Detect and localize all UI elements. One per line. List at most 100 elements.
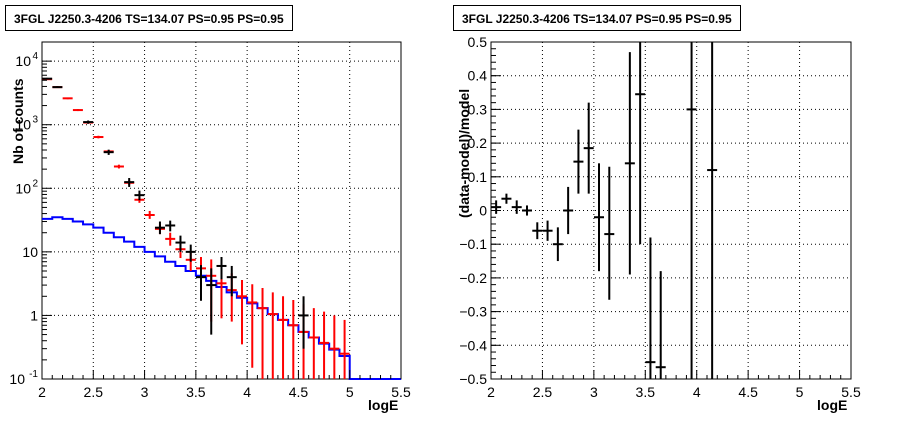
residual-y-tick-label: −0.2 bbox=[459, 270, 487, 286]
counts-y-tick-label-base: 10 bbox=[15, 53, 31, 69]
counts-y-tick-label-exp: 3 bbox=[32, 115, 38, 126]
residual-point bbox=[624, 52, 635, 275]
residual-points bbox=[491, 42, 718, 379]
residual-point bbox=[563, 186, 574, 235]
model-point bbox=[288, 299, 299, 379]
residual-point bbox=[491, 200, 502, 214]
residual-point bbox=[511, 200, 522, 214]
counts-x-tick-label: 2.5 bbox=[84, 384, 104, 400]
data-point bbox=[175, 235, 186, 252]
data-point bbox=[206, 268, 217, 335]
counts-y-tick-label: 10 bbox=[22, 244, 38, 260]
residual-y-tick-label: 0.5 bbox=[468, 34, 488, 50]
counts-y-tick-label: 10 -1 bbox=[9, 369, 38, 387]
data-point bbox=[195, 265, 206, 301]
model-point bbox=[267, 292, 278, 379]
model-point bbox=[93, 135, 104, 139]
residual-point bbox=[686, 42, 697, 379]
counts-y-tick-label: 10 4 bbox=[15, 51, 38, 69]
residual-x-tick-label: 3 bbox=[590, 384, 598, 400]
residual-point bbox=[635, 42, 646, 245]
model-point bbox=[144, 210, 155, 219]
residual-point bbox=[552, 227, 563, 262]
background-histogram bbox=[42, 216, 401, 380]
counts-y-tick-label-exp: 2 bbox=[32, 178, 38, 189]
residual-y-tick-label: 0.2 bbox=[468, 135, 488, 151]
residual-y-tick-label: −0.4 bbox=[459, 337, 487, 353]
counts-y-tick-label-base: 10 bbox=[9, 371, 25, 387]
data-point bbox=[124, 178, 135, 187]
model-point bbox=[308, 308, 319, 379]
residual-x-tick-label: 2 bbox=[487, 384, 495, 400]
residual-x-tick-label: 4.5 bbox=[738, 384, 758, 400]
data-points bbox=[42, 77, 309, 349]
residual-y-tick-label: 0 bbox=[479, 203, 487, 219]
counts-plot-title: 3FGL J2250.3-4206 TS=134.07 PS=0.95 PS=0… bbox=[5, 5, 293, 31]
residual-x-tick-label: 3.5 bbox=[636, 384, 656, 400]
counts-x-tick-label: 4.5 bbox=[289, 384, 309, 400]
model-point bbox=[319, 311, 330, 379]
model-point bbox=[72, 109, 83, 112]
data-point bbox=[103, 149, 114, 155]
counts-grid bbox=[42, 42, 401, 379]
data-point bbox=[298, 296, 309, 349]
counts-y-tick-label-exp: 4 bbox=[32, 51, 38, 62]
residual-plot-title: 3FGL J2250.3-4206 TS=134.07 PS=0.95 PS=0… bbox=[453, 5, 741, 31]
counts-y-tick-label-exp: -1 bbox=[29, 369, 38, 380]
data-point bbox=[165, 220, 176, 232]
residual-point bbox=[594, 163, 604, 272]
background-step-line bbox=[42, 216, 401, 380]
residual-point bbox=[655, 271, 666, 379]
model-point bbox=[257, 288, 268, 379]
model-point bbox=[113, 164, 124, 169]
residual-y-tick-label: 0.1 bbox=[468, 169, 488, 185]
residual-y-tick-label: 0.3 bbox=[468, 101, 488, 117]
residual-point bbox=[645, 237, 656, 379]
residual-point bbox=[532, 222, 543, 240]
counts-y-tick-label-base: 10 bbox=[15, 117, 31, 133]
counts-y-tick-label: 10 3 bbox=[15, 115, 38, 133]
residual-x-axis-title: logE bbox=[817, 397, 848, 413]
residual-y-tick-label: 0.4 bbox=[468, 68, 488, 84]
counts-y-tick-label: 10 2 bbox=[15, 178, 38, 196]
residual-point bbox=[604, 166, 615, 300]
residual-y-tick-label: −0.3 bbox=[459, 304, 487, 320]
counts-plot-frame bbox=[41, 41, 402, 380]
counts-y-tick-label-text: 10 bbox=[22, 244, 38, 260]
residual-x-tick-label: 5 bbox=[796, 384, 804, 400]
residual-point bbox=[573, 129, 584, 194]
data-point bbox=[52, 86, 63, 89]
model-point bbox=[237, 280, 248, 345]
counts-x-tick-label: 5 bbox=[346, 384, 354, 400]
residual-point bbox=[542, 220, 553, 241]
residual-y-tick-label: −0.5 bbox=[459, 371, 487, 387]
model-point bbox=[329, 315, 340, 379]
counts-x-tick-label: 2 bbox=[38, 384, 46, 400]
counts-y-axis-title: Nb of counts bbox=[10, 78, 26, 164]
counts-y-tick-label: 1 bbox=[30, 307, 38, 323]
model-point bbox=[62, 97, 73, 100]
counts-x-tick-label: 4 bbox=[243, 384, 251, 400]
residual-x-tick-label: 2.5 bbox=[533, 384, 553, 400]
counts-x-tick-label: 3.5 bbox=[186, 384, 206, 400]
model-point bbox=[339, 319, 350, 379]
counts-y-tick-label-text: 1 bbox=[30, 307, 38, 323]
counts-x-tick-label: 3 bbox=[141, 384, 149, 400]
data-point bbox=[83, 120, 94, 124]
residual-y-axis-title: (data-model)/model bbox=[456, 88, 472, 218]
data-point bbox=[185, 244, 196, 262]
data-point bbox=[216, 256, 227, 280]
model-point bbox=[278, 296, 289, 379]
data-point bbox=[42, 77, 53, 80]
data-point bbox=[226, 265, 237, 297]
data-point bbox=[154, 221, 165, 235]
counts-x-tick-label: 5.5 bbox=[391, 384, 411, 400]
residual-plot: 2 2.5 3 3.5 4 4.5 5 5.5 −0.5 −0.4 −0.3 −0.2 −0.1 0 0.1… bbox=[459, 34, 861, 400]
residual-point bbox=[583, 102, 594, 194]
residual-point bbox=[707, 42, 718, 379]
model-point bbox=[165, 232, 176, 246]
residual-x-tick-label: 5.5 bbox=[841, 384, 861, 400]
counts-y-tick-label-base: 10 bbox=[15, 180, 31, 196]
